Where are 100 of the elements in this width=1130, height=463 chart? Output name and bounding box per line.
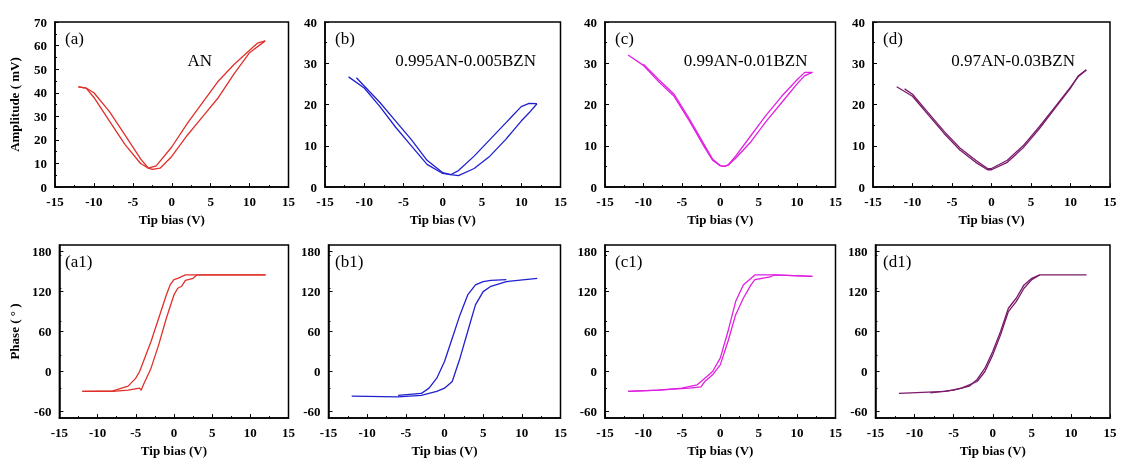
y-tick-label: 20 <box>34 132 47 148</box>
y-axis-title: Phase ( ° ) <box>7 303 22 360</box>
x-tick-label: -5 <box>400 425 412 441</box>
x-tick-label: 15 <box>282 425 296 441</box>
x-tick-label: 0 <box>989 425 996 441</box>
y-tick-label: 10 <box>304 138 317 154</box>
x-axis-title: Tip bias (V) <box>411 443 478 458</box>
y-tick-label: 60 <box>38 324 52 340</box>
x-tick-label: 10 <box>515 425 529 441</box>
y-tick-label: 120 <box>301 284 321 300</box>
y-tick-label: 0 <box>44 364 52 379</box>
x-tick-label: 0 <box>717 425 724 441</box>
annotation: (a) <box>65 29 84 48</box>
y-tick-label: 40 <box>34 85 47 101</box>
annotation: (c1) <box>615 252 643 271</box>
x-tick-label: 10 <box>790 425 804 441</box>
x-tick-label: -15 <box>319 425 338 441</box>
y-tick-label: 0 <box>590 179 597 195</box>
y-tick-label: -60 <box>850 403 868 419</box>
y-tick-label: 180 <box>577 244 597 260</box>
x-tick-label: 0 <box>170 425 178 441</box>
y-tick-label: 180 <box>31 244 52 260</box>
x-tick-label: 0 <box>168 194 175 210</box>
x-axis-title: Tip bias (V) <box>687 212 754 227</box>
annotation: (b1) <box>335 252 364 271</box>
x-tick-label: 5 <box>1027 194 1035 210</box>
y-tick-label: 20 <box>584 97 597 113</box>
x-axis-title: Tip bias (V) <box>138 212 205 227</box>
y-tick-label: 70 <box>34 14 47 30</box>
y-tick-label: 20 <box>852 97 865 113</box>
x-tick-label: -10 <box>634 425 653 441</box>
x-tick-label: 0 <box>439 194 446 210</box>
x-tick-label: -15 <box>316 194 335 210</box>
x-tick-label: 15 <box>554 194 568 210</box>
y-tick-label: -60 <box>34 403 52 419</box>
y-axis-title: Amplitude ( mV) <box>7 57 22 152</box>
y-tick-label: 60 <box>307 324 321 340</box>
x-tick-label: -10 <box>358 425 376 441</box>
x-tick-label: -5 <box>948 425 960 441</box>
x-tick-label: -15 <box>50 425 69 441</box>
x-tick-label: 5 <box>1028 425 1036 441</box>
x-axis-title: Tip bias (V) <box>958 212 1025 227</box>
x-tick-label: 15 <box>1103 425 1117 441</box>
x-tick-label: 10 <box>243 194 257 210</box>
x-tick-label: 15 <box>829 194 843 210</box>
x-tick-label: 10 <box>1064 194 1077 210</box>
annotation: (c) <box>615 29 634 48</box>
y-tick-label: 30 <box>304 55 317 71</box>
y-tick-label: -60 <box>303 403 321 419</box>
annotation: 0.99AN-0.01BZN <box>683 51 808 70</box>
x-tick-label: 10 <box>243 425 257 441</box>
annotation: 0.995AN-0.005BZN <box>395 51 536 70</box>
x-axis-title: Tip bias (V) <box>409 212 476 227</box>
y-tick-label: 30 <box>34 108 47 124</box>
x-axis-title: Tip bias (V) <box>959 443 1026 458</box>
y-tick-label: 60 <box>34 38 47 54</box>
x-tick-label: 5 <box>208 425 216 441</box>
x-tick-label: -15 <box>596 194 615 210</box>
y-tick-label: 0 <box>314 364 321 379</box>
x-tick-label: -10 <box>905 425 924 441</box>
y-tick-label: 60 <box>584 324 597 340</box>
x-tick-label: 15 <box>1103 194 1117 210</box>
y-tick-label: 180 <box>301 244 321 260</box>
y-tick-label: 50 <box>34 61 47 77</box>
y-tick-label: 30 <box>852 55 865 71</box>
y-tick-label: 180 <box>848 244 868 260</box>
x-tick-label: 5 <box>755 194 763 210</box>
y-tick-label: 0 <box>310 179 317 195</box>
y-tick-label: 0 <box>590 364 597 379</box>
y-tick-label: 0 <box>861 364 868 379</box>
x-tick-label: -5 <box>130 425 142 441</box>
x-tick-label: -10 <box>903 194 922 210</box>
x-tick-label: 5 <box>479 425 487 441</box>
x-tick-label: -5 <box>676 425 688 441</box>
y-tick-label: 0 <box>40 179 47 195</box>
x-tick-label: 15 <box>282 194 296 210</box>
x-tick-label: -5 <box>127 194 139 210</box>
x-tick-label: -5 <box>946 194 958 210</box>
y-tick-label: 10 <box>34 156 47 172</box>
x-axis-title: Tip bias (V) <box>140 443 208 458</box>
x-tick-label: -15 <box>864 194 883 210</box>
x-tick-label: -10 <box>85 194 103 210</box>
x-tick-label: -10 <box>634 194 653 210</box>
x-tick-label: 15 <box>554 425 568 441</box>
x-tick-label: 0 <box>717 194 724 210</box>
x-tick-label: 5 <box>207 194 215 210</box>
y-tick-label: 10 <box>584 138 597 154</box>
x-tick-label: 10 <box>790 194 804 210</box>
x-tick-label: -5 <box>398 194 410 210</box>
x-tick-label: -10 <box>355 194 373 210</box>
annotation: (a1) <box>65 252 93 271</box>
y-tick-label: 0 <box>858 179 865 195</box>
y-tick-label: -60 <box>579 403 597 419</box>
x-tick-label: -5 <box>676 194 688 210</box>
annotation: (b) <box>335 29 355 48</box>
x-axis-title: Tip bias (V) <box>687 443 754 458</box>
y-tick-label: 60 <box>854 324 868 340</box>
y-tick-label: 30 <box>584 55 597 71</box>
y-tick-label: 40 <box>304 14 317 30</box>
x-tick-label: 0 <box>988 194 995 210</box>
